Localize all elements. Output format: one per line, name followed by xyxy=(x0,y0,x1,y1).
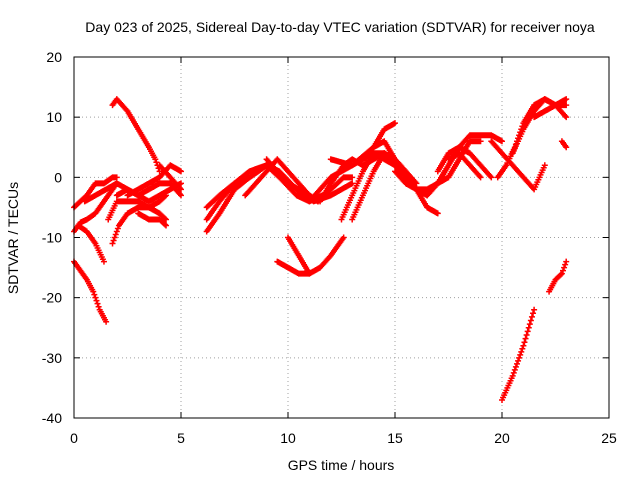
plot-frame xyxy=(73,56,610,419)
y-tick-label: -20 xyxy=(42,290,62,306)
series-s18 xyxy=(274,258,313,277)
y-tick-label: 0 xyxy=(54,169,62,185)
data-point-markers xyxy=(105,198,170,223)
data-point-markers xyxy=(488,138,548,193)
x-tick-label: 15 xyxy=(387,430,403,446)
data-point-markers xyxy=(499,306,538,403)
data-point-markers xyxy=(494,96,570,181)
series-s31 xyxy=(494,96,570,181)
data-point-markers xyxy=(445,150,484,181)
y-tick-label: -10 xyxy=(42,230,62,246)
data-point-markers xyxy=(109,96,163,175)
series-s36 xyxy=(558,138,570,151)
grid-layer xyxy=(74,57,609,418)
data-point-markers xyxy=(546,258,570,295)
data-point-markers xyxy=(531,96,570,121)
y-axis-label: SDTVAR / TECUs xyxy=(5,182,21,294)
x-axis-label: GPS time / hours xyxy=(288,457,395,473)
data-point-markers xyxy=(156,162,184,193)
series-s33 xyxy=(531,96,570,121)
data-point-markers xyxy=(434,144,495,181)
data-point-markers xyxy=(113,180,184,199)
y-tick-label: -40 xyxy=(42,410,62,426)
series-s30 xyxy=(488,138,548,193)
series-s29 xyxy=(445,150,484,181)
y-tick-label: -30 xyxy=(42,350,62,366)
x-tick-label: 0 xyxy=(70,430,78,446)
series-s4 xyxy=(75,222,107,265)
series-s11 xyxy=(135,210,170,229)
chart-title: Day 023 of 2025, Sidereal Day-to-day VTE… xyxy=(85,19,595,35)
x-tick-label: 25 xyxy=(601,430,617,446)
series-s19 xyxy=(285,234,347,277)
series-s1 xyxy=(71,258,110,325)
series-s12 xyxy=(156,162,184,193)
data-point-markers xyxy=(274,258,313,277)
x-tick-label: 5 xyxy=(177,430,185,446)
series-s7 xyxy=(105,198,170,223)
data-point-markers xyxy=(135,210,170,229)
data-point-markers xyxy=(558,138,570,151)
data-point-markers xyxy=(71,258,110,325)
y-tick-label: 20 xyxy=(46,49,62,65)
series-s35 xyxy=(546,258,570,295)
data-point-markers xyxy=(285,234,347,277)
y-tick-label: 10 xyxy=(46,109,62,125)
x-tick-label: 10 xyxy=(280,430,296,446)
series-s28 xyxy=(434,144,495,181)
series-s34 xyxy=(499,306,538,403)
ticks-layer: 0 5 10 15 20 25 -40 -30 -20 -10 0 10 20 xyxy=(42,49,617,446)
x-tick-label: 20 xyxy=(494,430,510,446)
series-s8 xyxy=(109,96,163,175)
data-marks xyxy=(71,96,570,403)
data-point-markers xyxy=(75,222,107,265)
series-s10 xyxy=(113,180,184,199)
